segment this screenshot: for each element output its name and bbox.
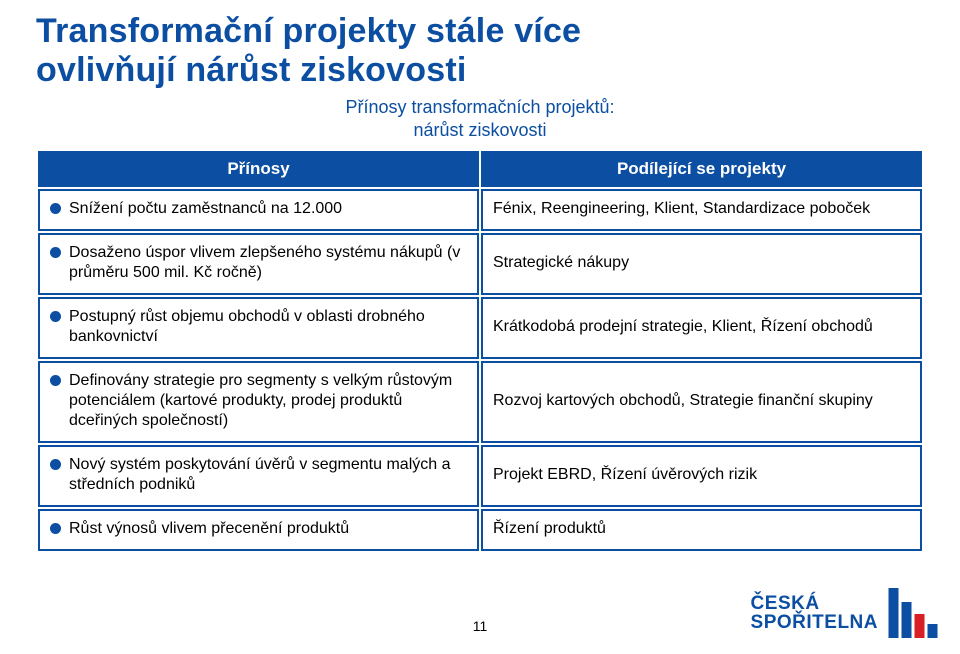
table-body: Snížení počtu zaměstnanců na 12.000 Féni… [38, 189, 922, 551]
logo-word-2: SPOŘITELNA [751, 613, 878, 632]
table-row: Postupný růst objemu obchodů v oblasti d… [38, 297, 922, 359]
subtitle: Přínosy transformačních projektů: nárůst… [36, 96, 924, 141]
table-row: Dosaženo úspor vlivem zlepšeného systému… [38, 233, 922, 295]
benefit-cell: Snížení počtu zaměstnanců na 12.000 [38, 189, 479, 231]
benefit-text: Dosaženo úspor vlivem zlepšeného systému… [69, 243, 467, 283]
benefit-cell: Definovány strategie pro segmenty s velk… [38, 361, 479, 443]
bullet-icon [50, 459, 61, 470]
benefit-text: Definovány strategie pro segmenty s velk… [69, 371, 467, 431]
project-cell: Rozvoj kartových obchodů, Strategie fina… [481, 361, 922, 443]
bullet-icon [50, 203, 61, 214]
project-cell: Projekt EBRD, Řízení úvěrových rizik [481, 445, 922, 507]
logo-word-1: ČESKÁ [751, 594, 878, 613]
benefit-cell: Nový systém poskytování úvěrů v segmentu… [38, 445, 479, 507]
project-text: Řízení produktů [493, 520, 606, 537]
title-line-2: ovlivňují nárůst ziskovosti [36, 51, 924, 90]
project-cell: Krátkodobá prodejní strategie, Klient, Ř… [481, 297, 922, 359]
benefit-text: Růst výnosů vlivem přecenění produktů [69, 519, 467, 539]
benefit-text: Nový systém poskytování úvěrů v segmentu… [69, 455, 467, 495]
project-text: Rozvoj kartových obchodů, Strategie fina… [493, 392, 873, 409]
col-header-benefits: Přínosy [38, 151, 479, 187]
benefit-text: Postupný růst objemu obchodů v oblasti d… [69, 307, 467, 347]
table-row: Růst výnosů vlivem přecenění produktů Ří… [38, 509, 922, 551]
benefit-text: Snížení počtu zaměstnanců na 12.000 [69, 199, 467, 219]
bullet-icon [50, 247, 61, 258]
project-cell: Fénix, Reengineering, Klient, Standardiz… [481, 189, 922, 231]
benefit-cell: Postupný růst objemu obchodů v oblasti d… [38, 297, 479, 359]
table-row: Definovány strategie pro segmenty s velk… [38, 361, 922, 443]
table-row: Nový systém poskytování úvěrů v segmentu… [38, 445, 922, 507]
logo-bars-icon [888, 588, 938, 638]
subtitle-line-1: Přínosy transformačních projektů: [345, 96, 614, 119]
page-number: 11 [473, 618, 488, 634]
project-cell: Strategické nákupy [481, 233, 922, 295]
benefit-cell: Růst výnosů vlivem přecenění produktů [38, 509, 479, 551]
title-line-1: Transformační projekty stále více [36, 12, 924, 51]
subtitle-line-2: nárůst ziskovosti [413, 119, 546, 142]
table-header-row: Přínosy Podílející se projekty [38, 151, 922, 187]
footer: 11 ČESKÁ SPOŘITELNA [0, 582, 960, 642]
benefit-cell: Dosaženo úspor vlivem zlepšeného systému… [38, 233, 479, 295]
table-row: Snížení počtu zaměstnanců na 12.000 Féni… [38, 189, 922, 231]
slide: Transformační projekty stále více ovlivň… [0, 0, 960, 654]
page-title: Transformační projekty stále více ovlivň… [36, 12, 924, 90]
project-text: Strategické nákupy [493, 254, 629, 271]
benefits-table: Přínosy Podílející se projekty Snížení p… [36, 149, 924, 553]
project-text: Projekt EBRD, Řízení úvěrových rizik [493, 466, 757, 483]
col-header-projects: Podílející se projekty [481, 151, 922, 187]
brand-logo: ČESKÁ SPOŘITELNA [751, 588, 938, 638]
project-text: Fénix, Reengineering, Klient, Standardiz… [493, 200, 870, 217]
project-cell: Řízení produktů [481, 509, 922, 551]
bullet-icon [50, 375, 61, 386]
bullet-icon [50, 311, 61, 322]
bullet-icon [50, 523, 61, 534]
project-text: Krátkodobá prodejní strategie, Klient, Ř… [493, 318, 873, 335]
logo-wordmark: ČESKÁ SPOŘITELNA [751, 594, 878, 632]
